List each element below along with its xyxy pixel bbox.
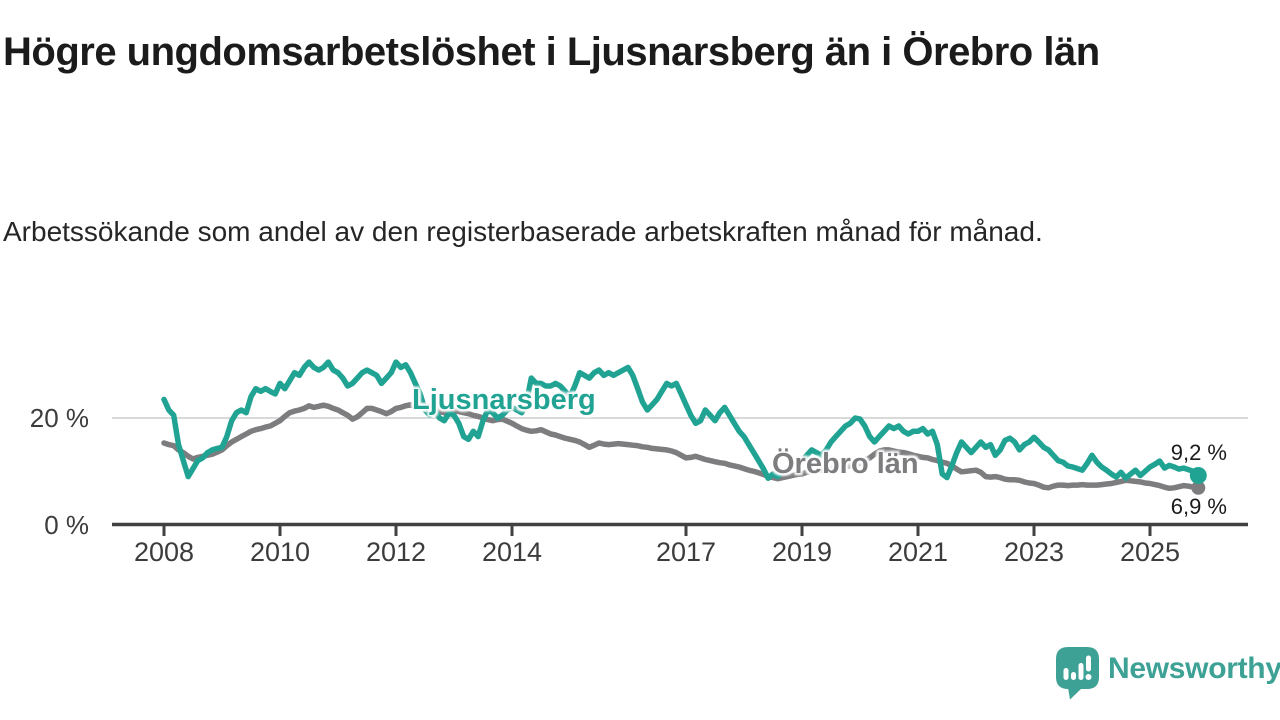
- series-endpoint-dot-ljusnarsberg: [1189, 467, 1207, 484]
- logo-text: Newsworthy: [1108, 652, 1280, 685]
- series-endpoint-dot-orebro-lan: [1191, 480, 1206, 495]
- x-tick-label: 2019: [771, 537, 833, 567]
- end-value-label-ljusnarsberg: 9,2 %: [1170, 440, 1227, 465]
- newsworthy-logo: Newsworthy: [1056, 647, 1280, 700]
- x-tick-label: 2023: [1003, 537, 1065, 567]
- page-title: Högre ungdomsarbetslöshet i Ljusnarsberg…: [3, 30, 1100, 74]
- x-tick-label: 2025: [1119, 537, 1181, 567]
- series-label-ljusnarsberg: Ljusnarsberg: [412, 384, 596, 416]
- x-tick-label: 2010: [249, 537, 311, 567]
- y-tick-label: 0 %: [44, 509, 89, 540]
- x-axis: [112, 522, 1248, 536]
- series-label-orebro-lan: Örebro län: [772, 448, 919, 480]
- series-line-ljusnarsberg: [161, 359, 1202, 481]
- end-value-label-orebro-lan: 6,9 %: [1170, 494, 1227, 519]
- x-tick-label: 2012: [365, 537, 427, 567]
- series-line-orebro-lan: [161, 400, 1202, 492]
- chart-subtitle: Arbetssökande som andel av den registerb…: [3, 216, 1043, 247]
- y-tick-label: 20 %: [29, 403, 89, 433]
- x-tick-label: 2017: [655, 537, 717, 567]
- speech-bubble-bar-chart-icon: [1056, 647, 1099, 700]
- x-tick-label: 2008: [133, 537, 195, 567]
- x-tick-label: 2014: [481, 537, 543, 567]
- x-tick-label: 2021: [887, 537, 949, 567]
